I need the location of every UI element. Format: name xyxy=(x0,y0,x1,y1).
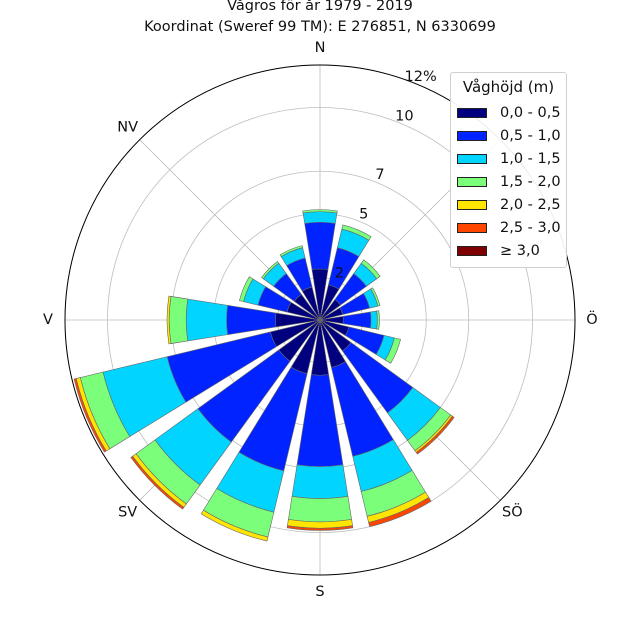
radial-tick-label: 7 xyxy=(375,167,384,183)
legend-swatch xyxy=(457,246,487,256)
rose-bars xyxy=(73,209,455,542)
rose-sector-VSV-5 xyxy=(73,378,107,453)
legend-swatch xyxy=(457,131,487,141)
legend-title: Våghöjd (m) xyxy=(462,78,555,96)
direction-label: Ö xyxy=(586,310,597,328)
legend-label: ≥ 3,0 xyxy=(500,243,540,259)
rose-sector-V-4 xyxy=(166,295,172,345)
chart-subtitle: Koordinat (Sweref 99 TM): E 276851, N 63… xyxy=(144,19,496,35)
rose-sector-SSV-4 xyxy=(200,509,269,542)
rose-sector-VNV-3 xyxy=(239,276,254,303)
rose-sector-NV-3 xyxy=(261,261,280,280)
rose-sector-NNÖ-3 xyxy=(341,224,372,241)
legend-label: 2,5 - 3,0 xyxy=(500,220,561,236)
rose-sector-N-3 xyxy=(302,209,338,214)
radial-tick-label: 2 xyxy=(335,265,344,281)
legend-label: 1,0 - 1,5 xyxy=(500,151,561,167)
rose-sector-V-2 xyxy=(185,298,228,342)
legend-item: 1,0 - 1,5 xyxy=(457,148,561,170)
direction-label: SV xyxy=(118,504,137,520)
rose-sector-N-2 xyxy=(302,211,338,224)
legend-swatch xyxy=(457,154,487,164)
chart-title: Vågros för år 1979 - 2019 xyxy=(227,0,413,14)
radial-tick-label: 5 xyxy=(359,206,368,222)
rose-sector-S-1 xyxy=(296,374,344,467)
legend-swatch xyxy=(457,223,487,233)
legend-swatch xyxy=(457,200,487,210)
legend-label: 0,0 - 0,5 xyxy=(500,105,561,121)
legend-label: 0,5 - 1,0 xyxy=(500,128,561,144)
outer-ring xyxy=(64,64,576,576)
legend-item: 2,5 - 3,0 xyxy=(457,217,561,239)
legend-label: 2,0 - 2,5 xyxy=(500,197,561,213)
rose-sector-S-2 xyxy=(291,464,349,499)
legend-item: 0,0 - 0,5 xyxy=(457,102,561,124)
rose-sector-S-3 xyxy=(288,495,352,523)
rose-sector-ÖNÖ-3 xyxy=(370,287,381,307)
radial-tick-label: 10 xyxy=(395,108,413,124)
legend-item: 0,5 - 1,0 xyxy=(457,125,561,147)
rose-sector-V-1 xyxy=(226,305,277,335)
rose-sector-V-3 xyxy=(168,296,189,344)
radial-tick-label: 12% xyxy=(405,69,437,85)
legend: Våghöjd (m) 0,0 - 0,5 0,5 - 1,0 1,0 - 1,… xyxy=(450,72,567,268)
direction-label: NV xyxy=(117,120,138,136)
rose-sector-SV-5 xyxy=(130,455,185,510)
direction-label: S xyxy=(315,584,324,600)
direction-label: V xyxy=(43,312,53,328)
rose-sector-NÖ-3 xyxy=(360,259,381,280)
legend-item: ≥ 3,0 xyxy=(457,240,540,262)
rose-sector-N-1 xyxy=(304,221,336,270)
rose-sector-Ö-1 xyxy=(342,311,372,329)
rose-sector-S-5 xyxy=(286,525,354,531)
legend-swatch xyxy=(457,177,487,187)
rose-sector-NNV-3 xyxy=(279,245,303,257)
rose-sector-ÖSÖ-3 xyxy=(384,337,401,364)
legend-swatch xyxy=(457,108,487,118)
legend-item: 2,0 - 2,5 xyxy=(457,194,561,216)
direction-label: SÖ xyxy=(502,502,523,520)
rose-sector-Ö-3 xyxy=(376,310,380,330)
legend-label: 1,5 - 2,0 xyxy=(500,174,561,190)
direction-label: N xyxy=(315,40,326,56)
legend-item: 1,5 - 2,0 xyxy=(457,171,561,193)
title-block: Vågros för år 1979 - 2019 Koordinat (Swe… xyxy=(0,0,640,38)
rose-sector-Ö-2 xyxy=(370,310,378,330)
rose-sector-SSÖ-5 xyxy=(368,497,432,527)
rose-sector-SÖ-5 xyxy=(415,415,455,455)
